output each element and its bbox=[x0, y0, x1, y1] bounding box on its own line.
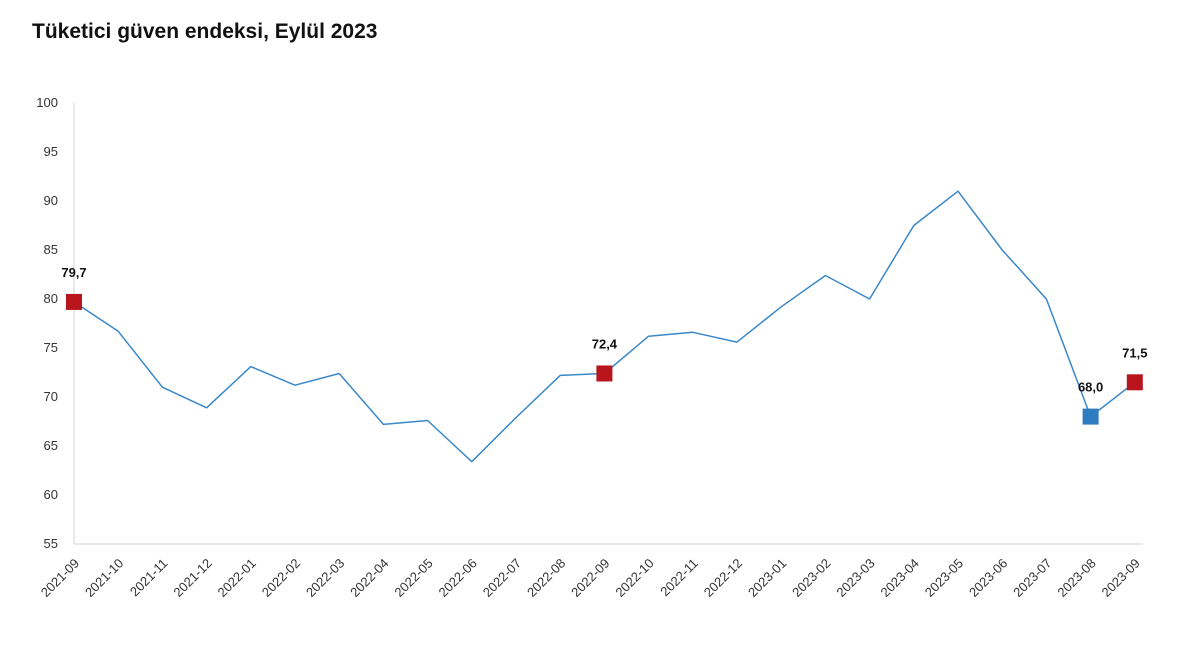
x-tick-label: 2023-05 bbox=[922, 556, 966, 600]
x-tick-label: 2022-01 bbox=[215, 556, 259, 600]
x-tick-label: 2021-11 bbox=[127, 556, 171, 600]
x-tick-label: 2022-02 bbox=[259, 556, 303, 600]
y-tick-label: 75 bbox=[44, 340, 58, 355]
x-tick-label: 2023-09 bbox=[1099, 556, 1143, 600]
chart-title: Tüketici güven endeksi, Eylül 2023 bbox=[32, 20, 378, 43]
data-marker bbox=[66, 293, 82, 310]
x-tick-label: 2022-07 bbox=[480, 556, 524, 600]
data-label: 79,7 bbox=[61, 265, 86, 280]
data-label: 71,5 bbox=[1122, 345, 1147, 360]
y-tick-label: 80 bbox=[44, 291, 58, 306]
y-tick-label: 60 bbox=[44, 487, 58, 502]
y-tick-label: 95 bbox=[44, 144, 58, 159]
y-tick-label: 100 bbox=[36, 95, 58, 110]
x-tick-label: 2022-11 bbox=[657, 556, 701, 600]
x-tick-label: 2022-04 bbox=[347, 556, 391, 600]
series-line bbox=[73, 190, 1136, 463]
x-tick-label: 2023-01 bbox=[745, 556, 789, 600]
x-tick-label: 2022-08 bbox=[524, 556, 568, 600]
data-marker bbox=[1126, 374, 1143, 391]
data-label: 72,4 bbox=[592, 336, 618, 351]
y-tick-label: 70 bbox=[44, 389, 58, 404]
x-tick-label: 2022-10 bbox=[612, 556, 656, 600]
x-tick-label: 2023-04 bbox=[878, 556, 922, 600]
x-tick-label: 2022-12 bbox=[701, 556, 745, 600]
x-tick-label: 2021-12 bbox=[170, 556, 214, 600]
x-tick-label: 2022-03 bbox=[303, 556, 347, 600]
x-tick-label: 2023-06 bbox=[966, 556, 1010, 600]
x-tick-label: 2022-05 bbox=[391, 556, 435, 600]
x-tick-label: 2023-03 bbox=[833, 556, 877, 600]
y-tick-label: 65 bbox=[44, 438, 58, 453]
y-tick-label: 85 bbox=[44, 242, 58, 257]
data-marker bbox=[596, 365, 613, 382]
x-tick-label: 2023-08 bbox=[1054, 556, 1098, 600]
x-tick-label: 2022-06 bbox=[436, 556, 480, 600]
data-marker bbox=[1082, 408, 1099, 425]
x-tick-label: 2023-02 bbox=[789, 556, 833, 600]
x-tick-label: 2021-09 bbox=[38, 556, 82, 600]
y-tick-label: 55 bbox=[44, 536, 58, 551]
x-tick-label: 2022-09 bbox=[568, 556, 612, 600]
x-tick-label: 2023-07 bbox=[1010, 556, 1054, 600]
x-tick-label: 2021-10 bbox=[82, 556, 126, 600]
y-tick-label: 90 bbox=[44, 193, 58, 208]
data-label: 68,0 bbox=[1078, 380, 1103, 395]
